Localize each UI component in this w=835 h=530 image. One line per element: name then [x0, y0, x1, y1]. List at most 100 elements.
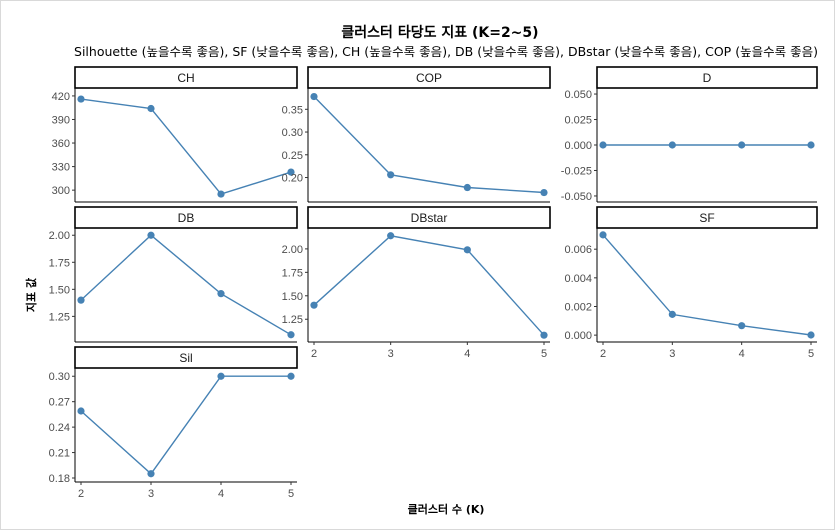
y-tick-label-d: -0.025 — [561, 165, 592, 177]
strip-cop — [307, 66, 551, 89]
strip-sf — [596, 206, 818, 229]
data-point-dbstar — [463, 246, 471, 254]
data-point-d — [738, 141, 746, 149]
data-point-sil — [147, 470, 155, 478]
y-tick-label-dbstar: 1.75 — [282, 267, 303, 279]
y-tick-label-db: 1.50 — [49, 284, 70, 296]
strip-label-sf: SF — [699, 211, 714, 225]
x-tick-label-dbstar: 2 — [311, 348, 317, 360]
panel-sil: Sil 0.18 0.21 0.24 0.27 0.30 2 3 4 5 — [49, 346, 298, 500]
panel-ch: CH 300 330 360 390 420 — [52, 66, 298, 203]
y-tick-label-sil: 0.21 — [49, 448, 70, 460]
chart-title: 클러스터 타당도 지표 (K=2~5) — [341, 24, 538, 41]
data-point-sil — [287, 372, 295, 380]
x-tick-label-sil: 4 — [218, 488, 224, 500]
y-tick-label-d: 0.025 — [564, 115, 592, 127]
y-tick-label-db: 2.00 — [49, 230, 70, 242]
y-tick-label-sil: 0.18 — [49, 473, 70, 485]
y-tick-label-ch: 390 — [52, 114, 70, 126]
data-point-sf — [599, 231, 607, 239]
data-point-cop — [387, 171, 395, 179]
y-tick-label-dbstar: 2.00 — [282, 244, 303, 256]
data-point-ch — [147, 104, 155, 113]
data-point-ch — [77, 95, 85, 103]
series-line-dbstar — [313, 235, 545, 336]
panel-db: DB 1.25 1.50 1.75 2.00 — [49, 206, 298, 343]
data-point-sil — [77, 407, 85, 415]
y-tick-label-d: 0.000 — [564, 140, 592, 152]
y-tick-label-dbstar: 1.50 — [282, 291, 303, 303]
y-tick-label-cop: 0.20 — [282, 173, 303, 185]
y-tick-label-db: 1.25 — [49, 311, 70, 323]
data-point-cop — [310, 92, 318, 101]
strip-label-ch: CH — [177, 71, 194, 85]
y-tick-label-ch: 360 — [52, 138, 70, 150]
facet-panels: CH 300 330 360 390 420 COP 0.20 0.25 0.30 0.35 D -0.… — [49, 66, 818, 500]
y-tick-label-cop: 0.30 — [282, 127, 303, 139]
data-point-ch — [217, 190, 225, 198]
x-tick-label-sil: 2 — [78, 488, 84, 500]
y-tick-label-db: 1.75 — [49, 257, 70, 269]
series-line-db — [80, 234, 292, 336]
series-line-cop — [313, 96, 545, 194]
strip-ch — [74, 66, 298, 89]
y-tick-label-sf: 0.004 — [564, 273, 592, 285]
data-point-d — [599, 141, 607, 149]
y-tick-label-d: -0.050 — [561, 191, 592, 203]
strip-label-d: D — [703, 71, 712, 85]
data-point-db — [287, 331, 295, 339]
strip-label-dbstar: DBstar — [411, 211, 448, 225]
data-point-cop — [540, 188, 548, 197]
y-tick-label-dbstar: 1.25 — [282, 314, 303, 326]
y-tick-label-cop: 0.25 — [282, 150, 303, 162]
x-tick-label-dbstar: 4 — [464, 348, 470, 360]
y-tick-label-ch: 420 — [52, 91, 70, 103]
data-point-db — [147, 231, 155, 239]
y-tick-label-cop: 0.35 — [282, 104, 303, 116]
data-point-ch — [287, 168, 295, 176]
data-point-db — [217, 290, 225, 298]
panel-cop: COP 0.20 0.25 0.30 0.35 — [282, 66, 551, 203]
strip-label-cop: COP — [416, 71, 442, 85]
x-axis-title: 클러스터 수 (K) — [408, 502, 485, 516]
data-point-sf — [738, 322, 746, 330]
data-point-sf — [668, 310, 676, 318]
x-tick-label-sf: 3 — [669, 348, 675, 360]
y-tick-label-sil: 0.27 — [49, 397, 70, 409]
data-point-sil — [217, 372, 225, 380]
x-tick-label-sf: 5 — [808, 348, 814, 360]
strip-dbstar — [307, 206, 551, 229]
panel-dbstar: DBstar 1.25 1.50 1.75 2.00 2 3 4 5 — [282, 206, 551, 360]
x-tick-label-dbstar: 3 — [388, 348, 394, 360]
y-tick-label-sil: 0.24 — [49, 422, 70, 434]
strip-sil — [74, 346, 298, 369]
y-tick-label-sf: 0.002 — [564, 301, 592, 313]
chart-subtitle: Silhouette (높을수록 좋음), SF (낮을수록 좋음), CH (… — [74, 45, 818, 59]
y-tick-label-sil: 0.30 — [49, 371, 70, 383]
data-point-dbstar — [540, 331, 548, 339]
data-point-d — [668, 141, 676, 149]
data-point-db — [77, 296, 85, 304]
y-tick-label-ch: 300 — [52, 185, 70, 197]
strip-label-sil: Sil — [179, 351, 192, 365]
y-tick-label-sf: 0.006 — [564, 244, 592, 256]
series-line-sf — [602, 234, 812, 336]
strip-label-db: DB — [178, 211, 195, 225]
x-tick-label-sil: 5 — [288, 488, 294, 500]
data-point-cop — [463, 183, 471, 192]
y-tick-label-d: 0.050 — [564, 89, 592, 101]
x-tick-label-sil: 3 — [148, 488, 154, 500]
strip-d — [596, 66, 818, 89]
panel-d: D -0.050 -0.025 0.000 0.025 0.050 — [561, 66, 818, 203]
data-point-sf — [807, 331, 815, 339]
strip-db — [74, 206, 298, 229]
data-point-dbstar — [310, 301, 318, 309]
series-line-sil — [80, 375, 291, 475]
data-point-dbstar — [387, 232, 395, 240]
x-tick-label-sf: 2 — [600, 348, 606, 360]
series-line-ch — [80, 98, 292, 195]
y-tick-label-sf: 0.000 — [564, 330, 592, 342]
data-point-d — [807, 141, 815, 149]
panel-sf: SF 0.000 0.002 0.004 0.006 2 3 4 5 — [564, 206, 818, 360]
